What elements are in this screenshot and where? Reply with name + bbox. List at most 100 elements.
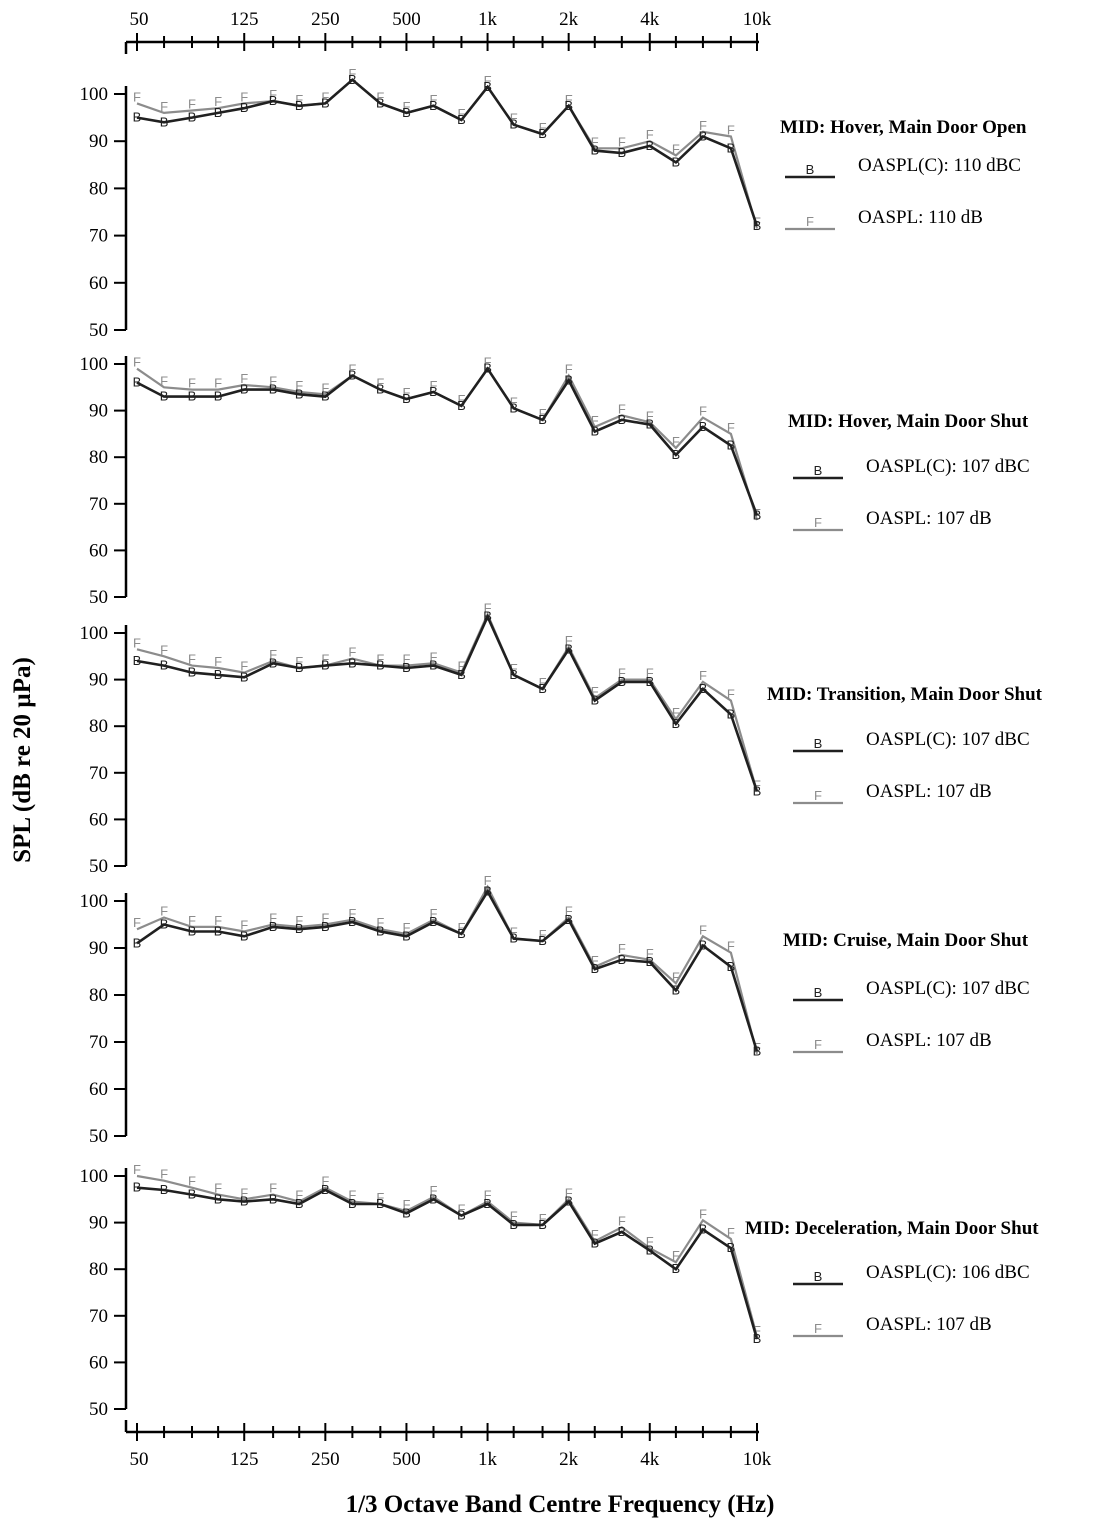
data-point-F: F — [321, 89, 329, 104]
data-point-F: F — [646, 946, 654, 961]
x-tick-label: 1k — [478, 9, 498, 30]
data-point-F: F — [484, 1188, 492, 1203]
data-point-B: B — [483, 884, 492, 899]
data-point-F: F — [699, 118, 707, 133]
data-point-F: F — [591, 413, 599, 428]
data-point-F: F — [133, 1162, 141, 1177]
data-point-B: B — [564, 98, 573, 113]
data-point-F: F — [484, 355, 492, 370]
y-axis-title: SPL (dB re 20 µPa) — [9, 657, 36, 863]
x-axis-top: 50 125 250 500 1k 2k 4k 10k — [124, 9, 772, 54]
data-point-B: B — [269, 1191, 278, 1206]
data-point-B: B — [617, 145, 626, 160]
data-point-B: B — [240, 669, 249, 684]
data-point-F: F — [753, 1323, 761, 1338]
data-point-B: B — [457, 112, 466, 127]
x-tick-label: 10k — [743, 9, 772, 30]
data-point-F: F — [348, 645, 356, 660]
x-tick-label: 500 — [392, 1449, 421, 1470]
legend-marker-B: B — [814, 1269, 823, 1284]
data-point-B: B — [160, 917, 169, 932]
data-point-F: F — [348, 66, 356, 81]
data-point-B: B — [321, 1182, 330, 1197]
data-point-F: F — [188, 1174, 196, 1189]
data-point-B: B — [617, 412, 626, 427]
data-point-B: B — [727, 1240, 736, 1255]
data-point-F: F — [618, 941, 626, 956]
y-tick-label: 70 — [89, 226, 108, 247]
data-point-B: B — [645, 1243, 654, 1258]
data-point-B: B — [672, 982, 681, 997]
data-point-F: F — [539, 406, 547, 421]
data-point-F: F — [753, 215, 761, 230]
data-point-F: F — [348, 362, 356, 377]
data-point-B: B — [429, 914, 438, 929]
data-point-B: B — [321, 919, 330, 934]
data-point-B: B — [214, 667, 223, 682]
data-point-F: F — [591, 953, 599, 968]
data-point-B: B — [457, 1208, 466, 1223]
data-point-B: B — [376, 1196, 385, 1211]
data-point-B: B — [214, 389, 223, 404]
panel-title: MID: Transition, Main Door Shut — [767, 684, 1043, 705]
data-point-F: F — [539, 675, 547, 690]
x-tick-label: 50 — [130, 1449, 149, 1470]
data-point-B: B — [590, 961, 599, 976]
x-tick-label: 50 — [130, 9, 149, 30]
data-point-F: F — [727, 1225, 735, 1240]
data-point-F: F — [727, 687, 735, 702]
data-point-B: B — [295, 660, 304, 675]
x-tick-label: 2k — [559, 1449, 579, 1470]
y-tick-label: 50 — [89, 587, 108, 608]
data-point-F: F — [160, 99, 168, 114]
y-tick-label: 70 — [89, 1306, 108, 1327]
data-point-B: B — [590, 693, 599, 708]
data-point-F: F — [457, 920, 465, 935]
data-point-B: B — [564, 912, 573, 927]
x-tick-label: 10k — [743, 1449, 772, 1470]
data-point-F: F — [699, 404, 707, 419]
data-point-F: F — [510, 1209, 518, 1224]
y-tick-label: 80 — [89, 1259, 108, 1280]
data-point-B: B — [348, 1196, 357, 1211]
data-point-F: F — [484, 73, 492, 88]
data-point-B: B — [727, 959, 736, 974]
legend-marker-B: B — [814, 463, 823, 478]
data-point-B: B — [295, 921, 304, 936]
data-point-B: B — [160, 658, 169, 673]
data-point-F: F — [672, 969, 680, 984]
data-point-F: F — [484, 873, 492, 888]
y-tick-label: 80 — [89, 447, 108, 468]
data-point-B: B — [160, 114, 169, 129]
x-tick-label: 250 — [311, 9, 340, 30]
data-point-B: B — [699, 419, 708, 434]
data-point-F: F — [430, 378, 438, 393]
data-point-F: F — [240, 918, 248, 933]
data-point-B: B — [348, 72, 357, 87]
data-point-B: B — [727, 707, 736, 722]
data-point-F: F — [539, 120, 547, 135]
data-point-F: F — [214, 1181, 222, 1196]
data-point-B: B — [269, 93, 278, 108]
data-point-F: F — [646, 1234, 654, 1249]
data-point-F: F — [160, 373, 168, 388]
data-point-B: B — [457, 398, 466, 413]
data-point-B: B — [321, 95, 330, 110]
y-tick-label: 80 — [89, 716, 108, 737]
data-point-F: F — [269, 647, 277, 662]
data-point-F: F — [133, 89, 141, 104]
data-point-B: B — [538, 681, 547, 696]
y-tick-label: 50 — [89, 320, 108, 341]
data-point-B: B — [672, 447, 681, 462]
data-point-B: B — [509, 117, 518, 132]
data-point-B: B — [160, 389, 169, 404]
data-point-B: B — [133, 110, 142, 125]
y-tick-label: 100 — [80, 623, 109, 644]
x-tick-label: 2k — [559, 9, 579, 30]
data-point-B: B — [753, 1331, 762, 1346]
data-point-B: B — [240, 382, 249, 397]
x-tick-label: 500 — [392, 9, 421, 30]
